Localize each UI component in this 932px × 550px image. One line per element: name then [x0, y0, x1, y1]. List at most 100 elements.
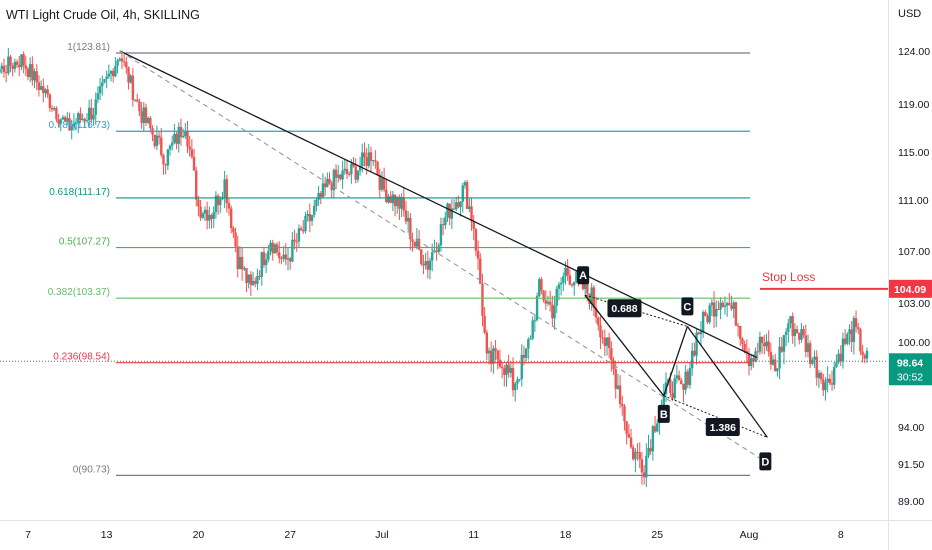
candle-body — [68, 118, 71, 131]
candle-body — [441, 224, 445, 226]
chart-title: WTI Light Crude Oil, 4h, SKILLING — [6, 8, 200, 22]
candle-body — [697, 332, 700, 335]
x-tick-label: 27 — [284, 529, 296, 541]
stop-loss-label: Stop Loss — [762, 270, 815, 284]
candle-body — [415, 238, 419, 247]
candle-body — [341, 170, 344, 180]
candle-body — [666, 379, 670, 383]
candle-body — [269, 242, 272, 252]
candle-body — [254, 280, 257, 284]
candle-body — [50, 107, 54, 110]
candle-body — [260, 252, 263, 277]
candle-body — [824, 382, 827, 391]
candle-body — [520, 354, 523, 380]
candle-body — [636, 451, 639, 453]
candle-body — [564, 267, 567, 277]
candle-body — [245, 268, 248, 283]
candle-body — [112, 70, 115, 77]
candle-body — [251, 280, 255, 285]
candle-body — [599, 325, 602, 338]
candle-body — [459, 201, 462, 208]
candle-body — [476, 250, 480, 259]
candle-body — [835, 362, 838, 367]
candle-body — [640, 459, 644, 473]
candle-body — [437, 245, 440, 252]
candle-body — [31, 64, 34, 81]
candle-body — [330, 183, 333, 191]
candle-body — [656, 423, 659, 432]
candle-body — [413, 241, 416, 247]
candle-body — [863, 355, 866, 359]
candle-body — [157, 135, 161, 138]
candle-body — [219, 199, 222, 206]
candle-body — [315, 199, 318, 206]
candle-body — [273, 244, 277, 254]
candle-body — [404, 210, 408, 222]
candle-body — [214, 195, 218, 213]
candle-body — [236, 246, 239, 270]
candle-body — [382, 178, 386, 190]
candle-body — [11, 65, 14, 69]
x-tick-label: 11 — [468, 529, 479, 541]
candle-body — [861, 351, 864, 356]
candle-body — [465, 182, 469, 209]
candle-body — [597, 317, 600, 326]
candle-body — [771, 359, 775, 365]
candle-body — [470, 206, 473, 222]
candle-body — [343, 168, 347, 171]
fib-level-label: 0.5(107.27) — [59, 237, 110, 248]
stop-loss-price-label: 104.09 — [894, 284, 926, 296]
candle-body — [168, 145, 172, 150]
candle-body — [0, 69, 1, 73]
candle-body — [422, 263, 425, 266]
candle-body — [854, 318, 858, 328]
candle-body — [81, 118, 84, 121]
candle-body — [494, 348, 497, 351]
candle-body — [522, 354, 526, 358]
candle-body — [610, 348, 613, 361]
harmonic-leg-cd — [686, 326, 768, 438]
candle-body — [793, 329, 797, 337]
candle-body — [212, 212, 215, 219]
candle-body — [819, 372, 823, 380]
candle-body — [286, 258, 290, 260]
candle-body — [195, 170, 198, 200]
candle-body — [179, 126, 183, 138]
candle-body — [417, 238, 421, 250]
candle-body — [712, 302, 716, 317]
candle-body — [114, 65, 117, 77]
candle-body — [79, 113, 82, 121]
candle-body — [651, 426, 655, 452]
y-tick-label: 107.00 — [898, 246, 930, 258]
candle-body — [334, 169, 338, 178]
candle-body — [354, 166, 357, 180]
candle-body — [808, 343, 812, 364]
candle-body — [247, 274, 250, 283]
candle-body — [352, 163, 355, 167]
candle-body — [365, 157, 368, 166]
candle-body — [535, 295, 539, 321]
candle-body — [387, 196, 390, 203]
candle-body — [243, 268, 246, 270]
candle-body — [171, 142, 174, 146]
candle-body — [28, 64, 32, 78]
candle-body — [295, 241, 298, 243]
candle-body — [363, 152, 366, 158]
candle-body — [813, 356, 816, 360]
candle-body — [774, 359, 777, 372]
candle-body — [0, 65, 3, 70]
candle-body — [804, 335, 808, 352]
currency-label: USD — [898, 8, 922, 20]
candle-body — [791, 316, 794, 337]
candle-body — [485, 332, 489, 354]
candle-body — [747, 353, 751, 367]
candle-body — [258, 275, 261, 277]
y-tick-label: 119.00 — [898, 99, 929, 111]
fib-level-label: 1(123.81) — [67, 42, 110, 53]
candle-body — [553, 305, 556, 319]
candles — [0, 48, 869, 488]
candle-body — [627, 433, 631, 438]
candle-body — [33, 71, 36, 81]
candle-body — [275, 244, 279, 253]
